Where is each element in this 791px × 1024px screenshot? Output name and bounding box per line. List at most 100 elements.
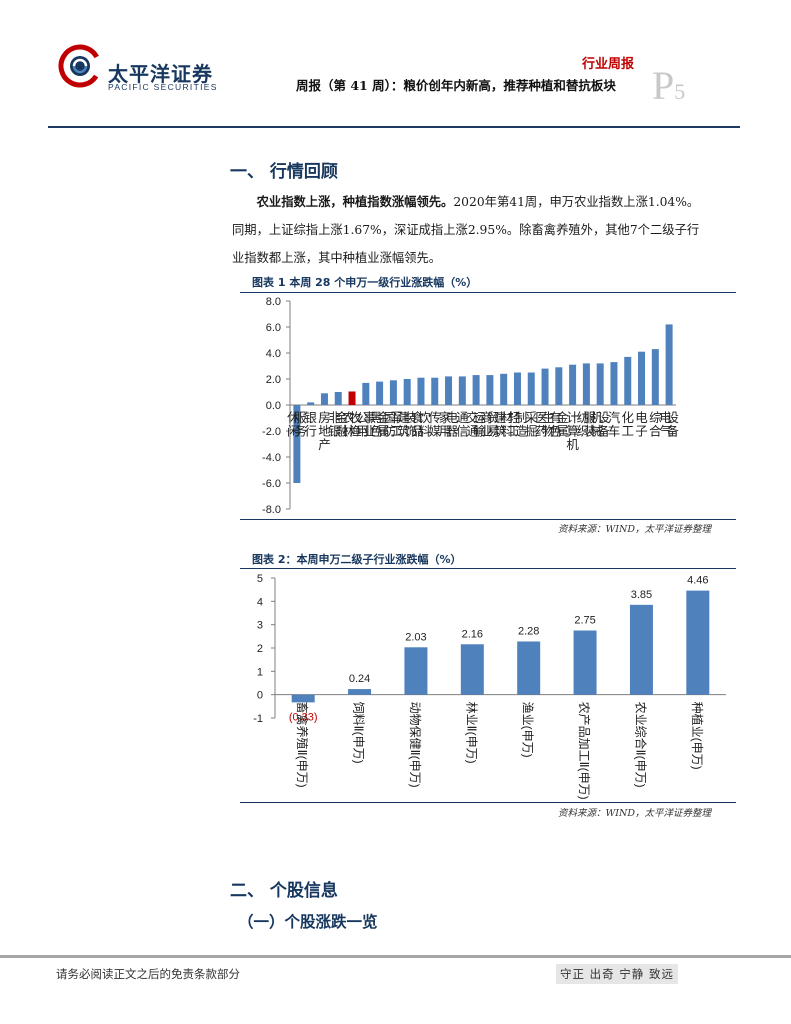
x-tick-label: 非银金融: [328, 410, 348, 439]
x-tick-label: 纺织服装: [577, 411, 597, 439]
y-tick-label: -4.0: [262, 452, 281, 464]
bar: [486, 375, 494, 405]
x-tick-label: 机械设备: [590, 410, 610, 439]
x-tick-label: 计算机: [566, 411, 579, 452]
y-tick-label: 2: [257, 643, 263, 655]
x-tick-label: 饲料Ⅱ(申万): [352, 702, 366, 764]
bar: [569, 364, 577, 405]
y-tick-label: 0: [257, 690, 263, 702]
figure-source: 资料来源：WIND，太平洋证券整理: [558, 808, 711, 819]
x-tick-label: 轻工制造: [508, 411, 528, 439]
bar: [460, 644, 484, 695]
section-heading: 二、 个股信息: [230, 881, 338, 901]
x-tick-label: 医药生物: [535, 411, 555, 439]
paragraph-text: 2020年第41周，申万农业指数上涨1.04%。: [453, 195, 700, 209]
summary-paragraph: 农业指数上涨，种植指数涨幅领先。2020年第41周，申万农业指数上涨1.04%。…: [232, 188, 736, 272]
x-tick-label: 种植业(申万): [690, 702, 705, 770]
bar: [472, 375, 480, 405]
y-tick-label: 8.0: [266, 296, 281, 308]
x-tick-label: 国防军工: [384, 411, 404, 439]
x-tick-label: 动物保健Ⅱ(申万): [408, 702, 422, 788]
x-tick-label: 通信: [456, 411, 469, 439]
y-tick-label: -8.0: [262, 504, 281, 516]
figure-bottom-rule: [240, 802, 736, 803]
figure-source: 资料来源：WIND，太平洋证券整理: [558, 524, 711, 535]
x-tick-label: 农产品加工Ⅱ(申万): [577, 702, 591, 800]
x-tick-label: 化工: [621, 411, 634, 439]
y-tick-label: 1: [257, 666, 263, 678]
industry-change-chart: 8.0 6.0 4.0 2.0 0.0 -2.0 -4.0 -6.0 -8.0 休闲服务银行房地产…: [262, 296, 679, 516]
y-tick-label: 4: [257, 596, 263, 608]
bar: [555, 367, 563, 405]
x-tick-label: 汽车: [608, 410, 621, 439]
bar: [596, 363, 604, 405]
paragraph-line: 同期，上证综指上涨1.67%，深证成指上涨2.95%。除畜禽养殖外，其他7个二级…: [232, 223, 700, 237]
x-tick-label: 银行: [304, 411, 317, 439]
page-number: P5: [652, 62, 685, 109]
y-tick-label: 0.0: [266, 400, 281, 412]
x-tick-label: 林业Ⅱ(申万): [464, 702, 478, 764]
x-tick-label: 传媒: [428, 410, 441, 439]
x-tick-label: 农林牧渔: [342, 411, 362, 439]
bar: [348, 391, 356, 405]
bar: [404, 647, 428, 695]
bar: [582, 363, 590, 405]
x-tick-label: 渔业(申万): [521, 702, 535, 758]
bar: [403, 379, 411, 405]
data-label: 2.75: [574, 615, 595, 627]
bar: [527, 372, 535, 405]
y-tick-label: -2.0: [262, 426, 281, 438]
x-tick-label: 电子: [635, 411, 648, 439]
footer-motto: 守正 出奇 宁静 致远: [556, 964, 678, 984]
bar: [320, 393, 328, 405]
data-label: 2.03: [405, 631, 426, 643]
figure-title: 图表 1 本周 28 个申万一级行业涨跌幅（%）: [252, 276, 478, 289]
x-tick-label: 有色金属: [549, 410, 569, 439]
bar: [376, 381, 384, 405]
x-tick-label: 综合: [649, 411, 662, 439]
bar: [307, 402, 315, 405]
brand-name-en: PACIFIC SECURITIES: [108, 82, 218, 92]
bar: [651, 349, 659, 405]
x-tick-label: 房地产: [318, 410, 331, 452]
x-tick-label: 黑色金属: [370, 410, 390, 439]
bar: [573, 630, 597, 695]
data-label: 2.28: [518, 625, 539, 637]
figure-bottom-rule: [240, 519, 736, 520]
page-letter: P: [652, 63, 675, 108]
x-tick-label: 商业贸易: [480, 410, 500, 439]
bar: [389, 380, 397, 405]
paragraph-lead: 农业指数上涨，种植指数涨幅领先。: [256, 194, 454, 209]
x-tick-label: 建筑材料: [494, 411, 514, 439]
bar: [291, 694, 315, 703]
bar: [445, 376, 453, 405]
footer-divider: [0, 955, 791, 958]
data-label: (0.33): [289, 712, 318, 724]
bar: [541, 368, 549, 405]
x-tick-label: 交通运输: [466, 410, 486, 439]
y-tick-label: 5: [257, 573, 263, 585]
section-heading: 一、 行情回顾: [230, 162, 338, 182]
x-tick-label: 公用事业: [356, 411, 376, 439]
x-tick-label: 家用电器: [439, 410, 459, 439]
brand-name-cn: 太平洋证券: [108, 62, 213, 86]
data-label: 2.16: [462, 628, 483, 640]
paragraph-line: 农业指数上涨，种植指数涨幅领先。2020年第41周，申万农业指数上涨1.04%。: [232, 188, 736, 216]
paragraph-line: 业指数都上涨，其中种植业涨幅领先。: [232, 251, 442, 265]
x-tick-label: 建筑装饰: [397, 411, 417, 439]
bar: [334, 392, 342, 405]
bar: [517, 641, 541, 695]
x-tick-label: 畜禽养殖Ⅱ(申万): [295, 702, 310, 788]
bar: [500, 373, 508, 405]
y-tick-label: 4.0: [266, 348, 281, 360]
data-label: 3.85: [631, 589, 652, 601]
y-tick-label: 6.0: [266, 322, 281, 334]
y-tick-label: 2.0: [266, 374, 281, 386]
x-tick-label: 电气设备: [659, 410, 679, 439]
figure-title: 图表 2：本周申万二级子行业涨跌幅（%）: [252, 553, 462, 566]
figure-top-rule: [240, 292, 736, 293]
bar: [362, 382, 370, 405]
bar: [293, 405, 301, 483]
data-label: 4.46: [687, 575, 708, 587]
bar: [665, 324, 673, 405]
